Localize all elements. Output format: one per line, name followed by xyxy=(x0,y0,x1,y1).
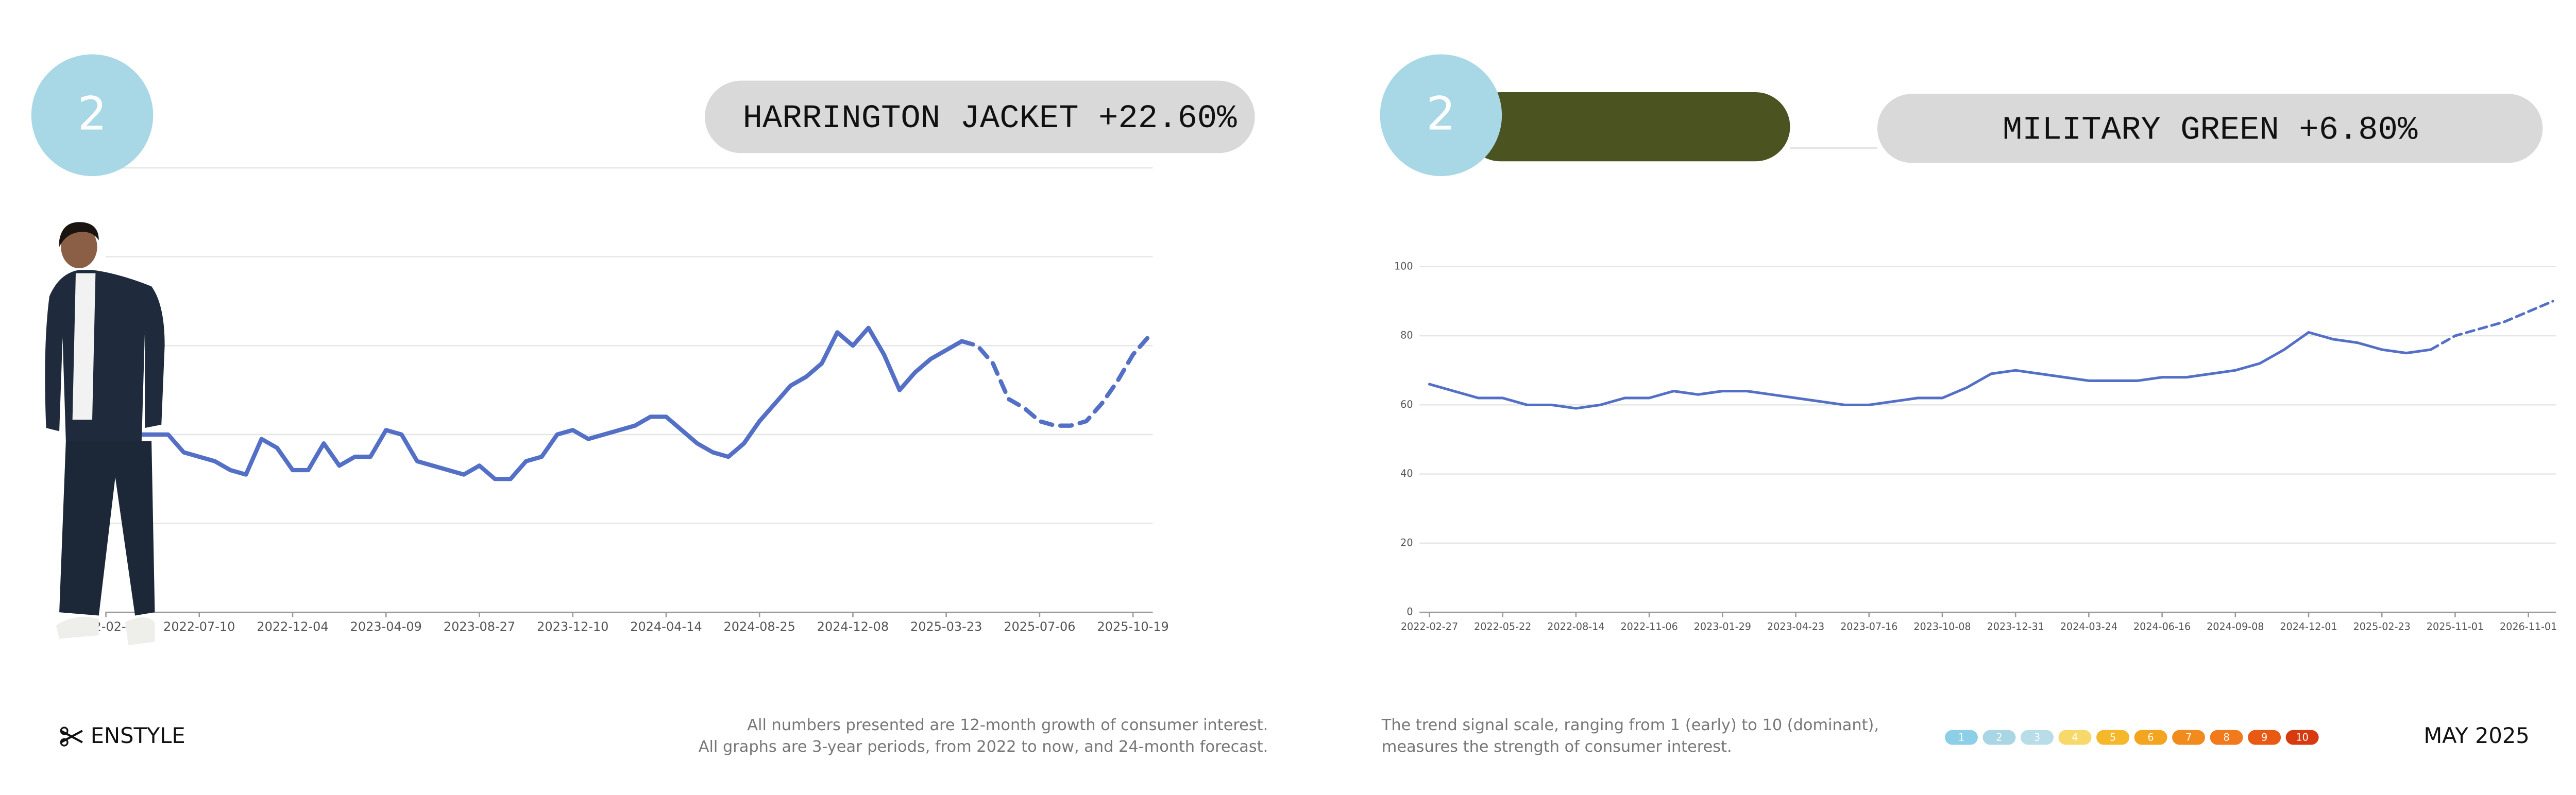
x-tick-label: 2025-10-19 xyxy=(1097,619,1168,634)
x-tick-label: 2023-12-10 xyxy=(537,619,608,634)
scale-note: The trend signal scale, ranging from 1 (… xyxy=(1381,716,1879,734)
color-swatch xyxy=(1465,92,1790,162)
x-tick-label: 2023-01-29 xyxy=(1694,620,1751,632)
scale-note: measures the strength of consumer intere… xyxy=(1382,738,1732,756)
y-tick-label: 80 xyxy=(1400,330,1413,341)
brand-logo xyxy=(60,727,83,747)
y-tick-label: 0 xyxy=(1406,606,1413,618)
scale-label: 9 xyxy=(2261,732,2267,744)
scale-label: 5 xyxy=(2110,732,2116,744)
trend-scale: 1 2 3 4 5 6 7 8 9 10 xyxy=(1944,730,2319,745)
x-tick-label: 2025-02-23 xyxy=(2353,620,2411,632)
rank-number: 2 xyxy=(1426,87,1455,141)
x-tick-label: 2024-06-16 xyxy=(2133,620,2191,632)
x-tick-label: 2025-07-06 xyxy=(1004,619,1075,634)
y-tick-label: 20 xyxy=(1400,537,1413,548)
x-tick-label: 2022-11-06 xyxy=(1620,620,1677,632)
x-tick-label: 2022-07-10 xyxy=(163,619,235,634)
scale-label: 10 xyxy=(2296,732,2308,744)
scale-pill xyxy=(2096,730,2129,745)
x-tick-label: 2026-11-01 xyxy=(2500,620,2557,632)
data-line xyxy=(1428,331,2432,410)
chart-title: MILITARY GREEN +6.80% xyxy=(2003,112,2418,149)
rank-number: 2 xyxy=(78,87,107,141)
footnote: All graphs are 3-year periods, from 2022… xyxy=(699,738,1268,756)
y-tick-label: 40 xyxy=(1400,468,1413,479)
data-line xyxy=(2429,300,2554,351)
model-figure xyxy=(45,222,165,646)
x-tick-label: 2024-04-14 xyxy=(630,619,702,634)
x-tick-label: 2023-10-08 xyxy=(1913,620,1971,632)
footnote: All numbers presented are 12-month growt… xyxy=(747,716,1268,734)
x-tick-label: 2024-09-08 xyxy=(2207,620,2264,632)
x-tick-label: 2022-02-27 xyxy=(1401,620,1458,632)
x-tick-label: 2023-12-31 xyxy=(1987,620,2044,632)
x-tick-label: 2024-12-08 xyxy=(817,619,889,634)
scale-label: 2 xyxy=(1996,732,2002,744)
scale-pill xyxy=(2021,730,2054,745)
scale-label: 8 xyxy=(2223,732,2229,744)
rank-badge xyxy=(31,54,154,177)
scale-label: 6 xyxy=(2147,732,2154,744)
x-tick-label: 2025-11-01 xyxy=(2427,620,2484,632)
scale-pill xyxy=(2285,730,2319,745)
scale-pill xyxy=(2058,730,2092,745)
x-tick-label: 2024-12-01 xyxy=(2280,620,2337,632)
data-line xyxy=(104,325,964,481)
data-line xyxy=(959,334,1151,428)
scale-pill xyxy=(2172,730,2206,745)
scale-label: 4 xyxy=(2072,732,2078,744)
brand-name: ENSTYLE xyxy=(91,723,185,748)
scale-label: 7 xyxy=(2185,732,2192,744)
y-tick-label: 60 xyxy=(1400,399,1413,410)
x-tick-label: 2024-08-25 xyxy=(724,619,795,634)
report-date: MAY 2025 xyxy=(2424,723,2529,748)
chart-title: HARRINGTON JACKET +22.60% xyxy=(743,100,1238,137)
x-tick-label: 2022-12-04 xyxy=(257,619,328,634)
x-tick-label: 2022-08-14 xyxy=(1547,620,1604,632)
x-tick-label: 2025-03-23 xyxy=(910,619,982,634)
scale-pill xyxy=(1982,730,2016,745)
x-tick-label: 2023-04-23 xyxy=(1767,620,1824,632)
scale-label: 3 xyxy=(2034,732,2040,744)
scale-pill xyxy=(2210,730,2243,745)
x-tick-label: 2023-07-16 xyxy=(1840,620,1897,632)
title-pill xyxy=(1877,94,2543,163)
rank-badge xyxy=(1380,54,1502,177)
scale-label: 1 xyxy=(1958,732,1964,744)
y-tick-label: 100 xyxy=(1394,260,1413,272)
title-pill xyxy=(705,80,1255,153)
x-tick-label: 2024-03-24 xyxy=(2060,620,2117,632)
x-tick-label: 2023-04-09 xyxy=(350,619,422,634)
scale-pill xyxy=(1944,730,1978,745)
x-tick-label: 2022-05-22 xyxy=(1474,620,1531,632)
scale-pill xyxy=(2248,730,2281,745)
x-tick-label: 2023-08-27 xyxy=(444,619,515,634)
scale-pill xyxy=(2134,730,2167,745)
